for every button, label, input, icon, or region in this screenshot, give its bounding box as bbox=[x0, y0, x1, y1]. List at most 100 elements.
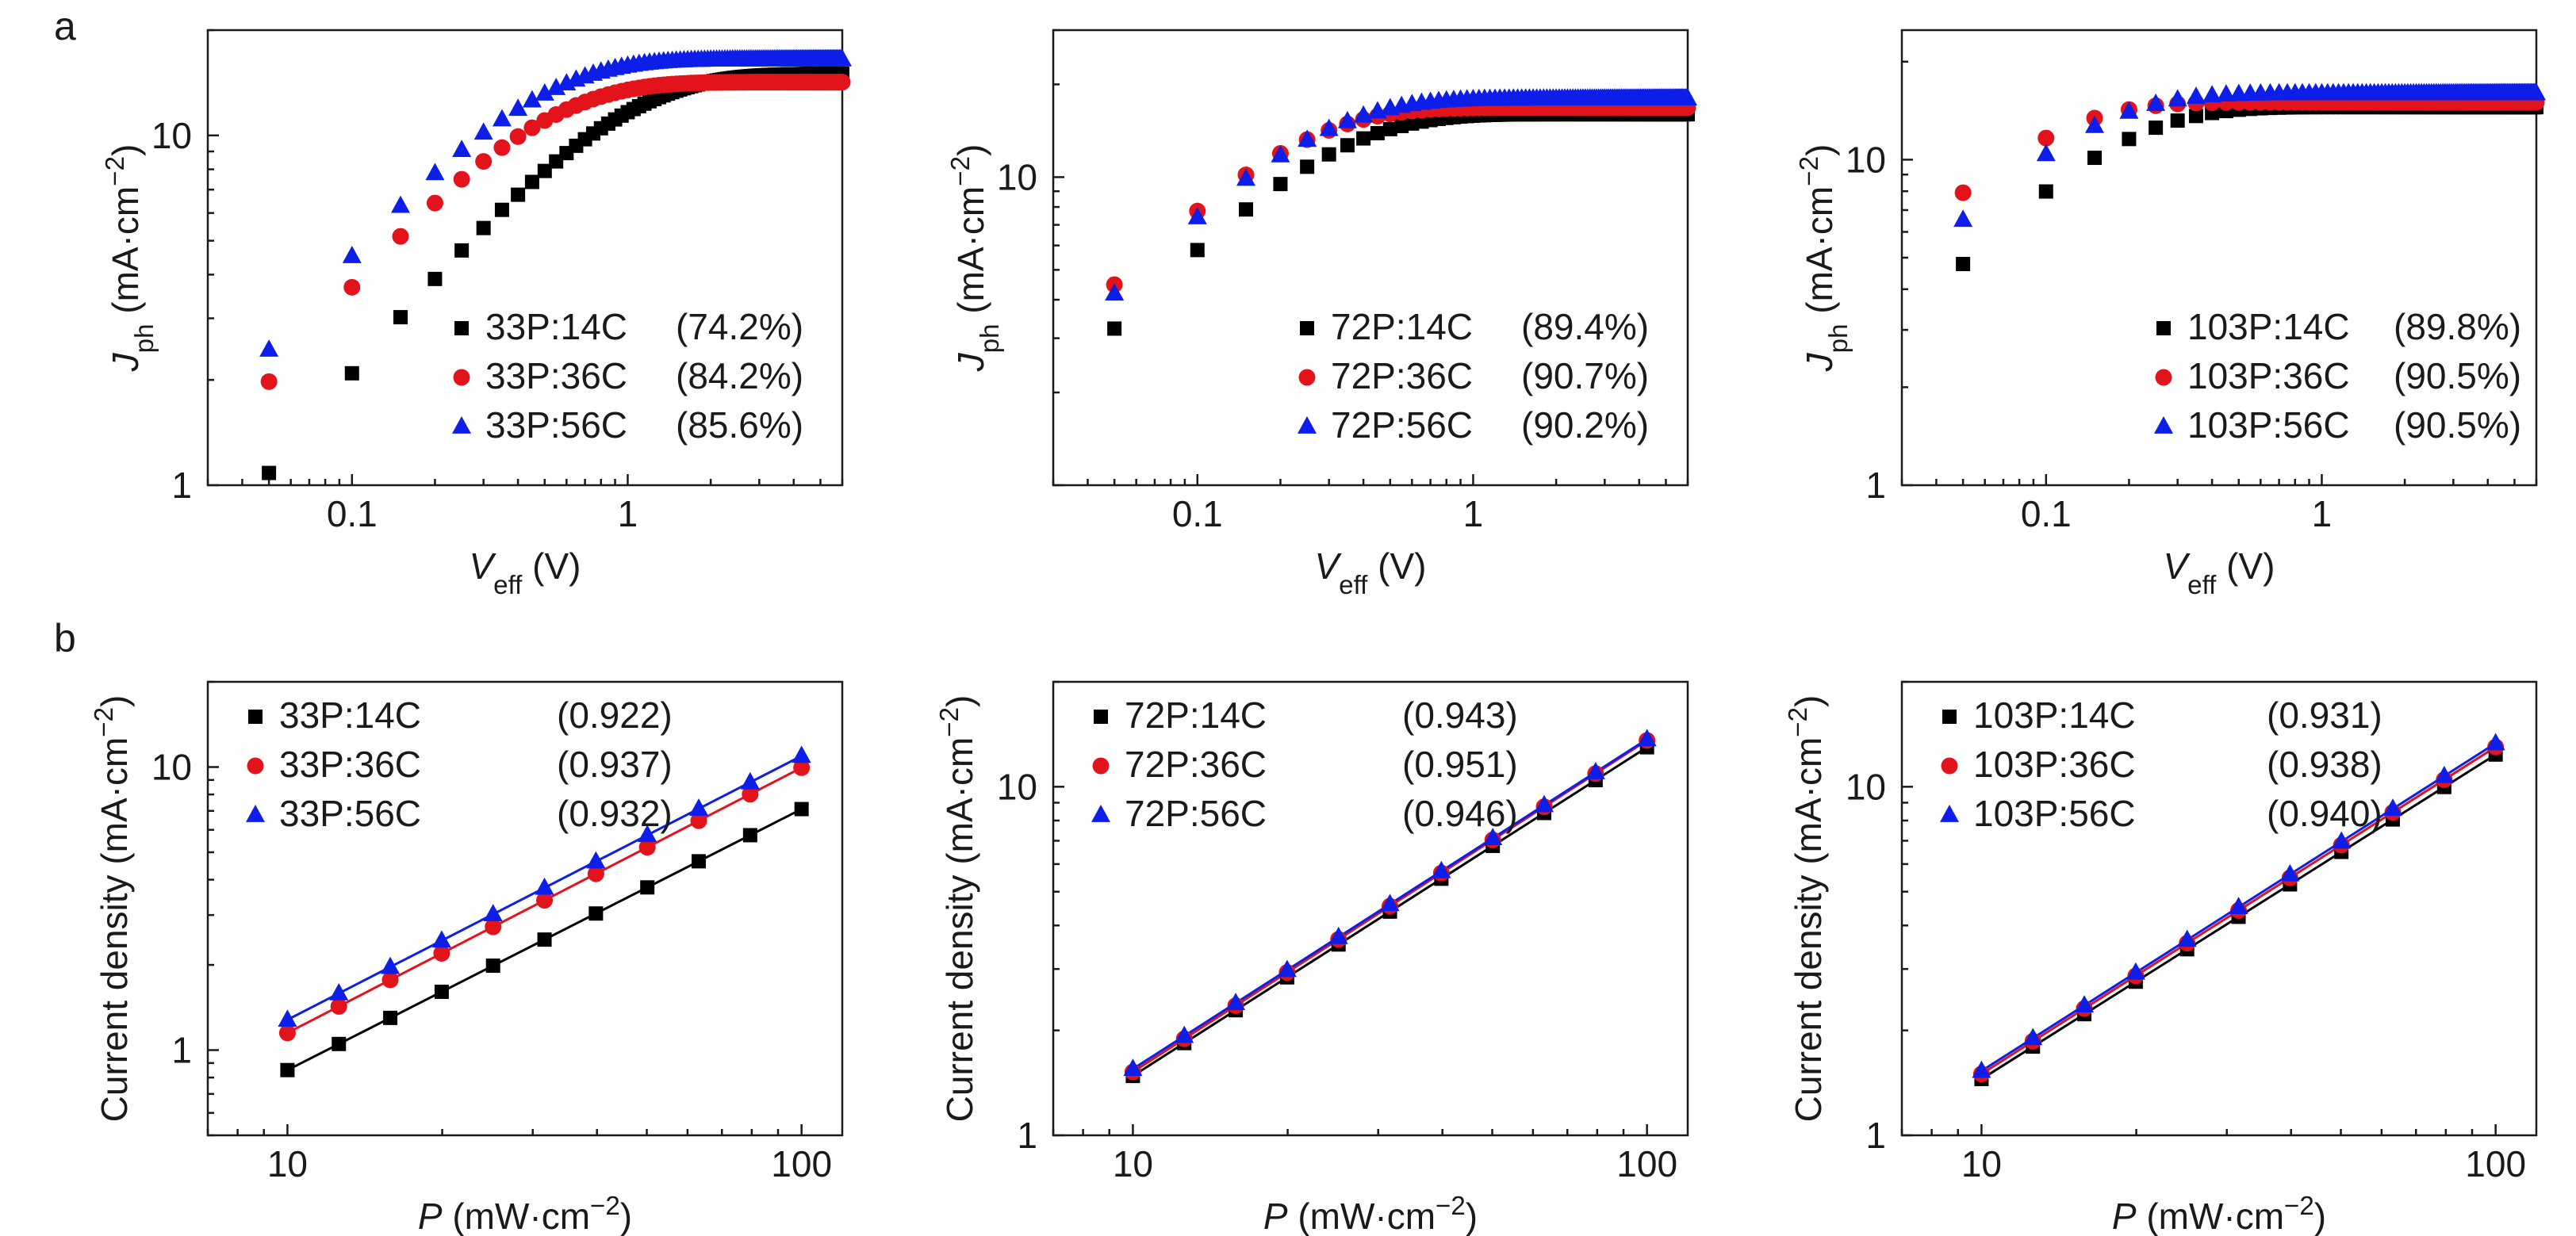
data-point bbox=[260, 373, 278, 390]
x-axis-label: Veff (V) bbox=[2163, 545, 2275, 600]
legend: 72P:14C (0.943) 72P:36C (0.951) 72P:56C (0.94… bbox=[1091, 695, 1518, 834]
legend-value: (0.932) bbox=[557, 793, 673, 834]
y-tick-label: 1 bbox=[1865, 465, 1886, 506]
legend-value: (84.2%) bbox=[676, 355, 803, 396]
y-tick-label: 1 bbox=[171, 1030, 192, 1071]
x-tick-label: 1 bbox=[618, 493, 638, 534]
legend-label: 72P:14C bbox=[1331, 306, 1473, 347]
x-tick-label: 0.1 bbox=[2021, 493, 2072, 534]
data-point bbox=[330, 997, 347, 1015]
legend-value: (90.2%) bbox=[1521, 404, 1649, 446]
data-point bbox=[2146, 93, 2166, 111]
data-point bbox=[833, 48, 852, 67]
data-point bbox=[2168, 89, 2187, 107]
chart-a1: 0.1 1 1 10 Veff (V) Jph (mA·cm−2) 33P:14C (74.2… bbox=[101, 29, 852, 600]
legend-label: 103P:14C bbox=[2187, 306, 2350, 347]
legend-label: 33P:14C bbox=[279, 695, 421, 736]
legend-label: 103P:56C bbox=[1973, 793, 2136, 834]
legend-marker bbox=[2154, 415, 2173, 434]
legend: 33P:14C (0.922) 33P:36C (0.937) 33P:56C (0.93… bbox=[246, 695, 673, 834]
data-point bbox=[2038, 184, 2053, 199]
legend-value: (90.5%) bbox=[2394, 355, 2521, 396]
data-point bbox=[343, 278, 361, 296]
legend-label: 33P:36C bbox=[279, 744, 421, 785]
data-point bbox=[2486, 733, 2505, 751]
data-point bbox=[1123, 1058, 1143, 1077]
plot-frame bbox=[1900, 680, 2538, 1137]
data-point bbox=[1954, 184, 1972, 201]
series-103P:56C bbox=[1953, 82, 2546, 228]
legend-label: 33P:56C bbox=[279, 793, 421, 834]
y-tick-label: 10 bbox=[151, 746, 192, 787]
data-point bbox=[1956, 257, 1971, 272]
data-point bbox=[2087, 151, 2103, 166]
data-point bbox=[640, 880, 655, 895]
y-tick-label: 10 bbox=[1846, 139, 1886, 180]
data-point bbox=[2216, 84, 2236, 101]
data-point bbox=[342, 246, 362, 263]
data-point bbox=[278, 1024, 296, 1042]
panel-label-b: b bbox=[54, 616, 76, 660]
legend-value: (0.938) bbox=[2267, 744, 2382, 785]
data-point bbox=[493, 139, 511, 156]
data-point bbox=[1277, 959, 1297, 978]
data-point bbox=[1321, 147, 1336, 162]
y-axis-label: Current density (mA·cm−2) bbox=[935, 695, 981, 1123]
data-point bbox=[1637, 729, 1657, 747]
data-point bbox=[588, 906, 604, 921]
legend-value: (89.8%) bbox=[2394, 306, 2521, 347]
plot-frame bbox=[206, 29, 844, 487]
data-point bbox=[2383, 798, 2403, 817]
legend-marker bbox=[453, 369, 470, 386]
x-axis-label: P (mW·cm−2) bbox=[1263, 1192, 1478, 1236]
data-point bbox=[638, 825, 657, 843]
plot-frame bbox=[1052, 29, 1689, 487]
data-point bbox=[587, 865, 604, 882]
x-tick-label: 1 bbox=[2312, 493, 2333, 534]
data-point bbox=[453, 170, 470, 188]
data-point bbox=[494, 202, 509, 217]
data-point bbox=[1340, 138, 1355, 153]
data-point bbox=[1678, 88, 1697, 106]
data-point bbox=[508, 98, 528, 117]
data-point bbox=[483, 904, 503, 921]
legend: 33P:14C (74.2%) 33P:36C (84.2%) 33P:56C (85.6… bbox=[452, 306, 803, 446]
data-point bbox=[794, 802, 809, 817]
data-point bbox=[535, 83, 554, 101]
data-point bbox=[1585, 761, 1605, 779]
data-point bbox=[329, 982, 349, 1001]
y-tick-label: 1 bbox=[1017, 1115, 1037, 1156]
data-point bbox=[2119, 101, 2139, 119]
data-point bbox=[344, 365, 359, 381]
x-tick-label: 10 bbox=[1961, 1143, 2002, 1184]
legend-value: (85.6%) bbox=[676, 404, 803, 446]
data-point bbox=[485, 918, 502, 936]
data-point bbox=[690, 812, 707, 829]
series-33P:36C bbox=[260, 74, 851, 390]
data-point bbox=[1239, 202, 1254, 217]
data-point bbox=[1535, 794, 1554, 813]
data-point bbox=[1328, 926, 1348, 944]
legend-value: (74.2%) bbox=[676, 306, 803, 347]
data-point bbox=[1226, 993, 1246, 1010]
data-point bbox=[1190, 243, 1205, 258]
data-point bbox=[1273, 177, 1288, 192]
data-point bbox=[2527, 82, 2546, 101]
legend-label: 72P:36C bbox=[1125, 744, 1267, 785]
chart-b2: 10 100 1 10 P (mW·cm−2) Current density (mA·c… bbox=[935, 680, 1689, 1236]
data-point bbox=[1483, 828, 1503, 846]
data-point bbox=[332, 1036, 347, 1051]
data-point bbox=[2332, 831, 2352, 849]
data-point bbox=[546, 78, 566, 95]
y-axis-label: Jph (mA·cm−2) bbox=[101, 144, 159, 373]
data-point bbox=[485, 959, 500, 974]
legend-marker bbox=[248, 710, 263, 724]
y-axis-label: Current density (mA·cm−2) bbox=[1784, 695, 1830, 1123]
y-tick-label: 1 bbox=[171, 465, 192, 506]
data-point bbox=[492, 109, 512, 127]
data-point bbox=[1319, 118, 1339, 136]
data-point bbox=[2177, 929, 2197, 947]
legend-marker bbox=[1094, 710, 1108, 724]
legend-label: 72P:36C bbox=[1331, 355, 1473, 396]
